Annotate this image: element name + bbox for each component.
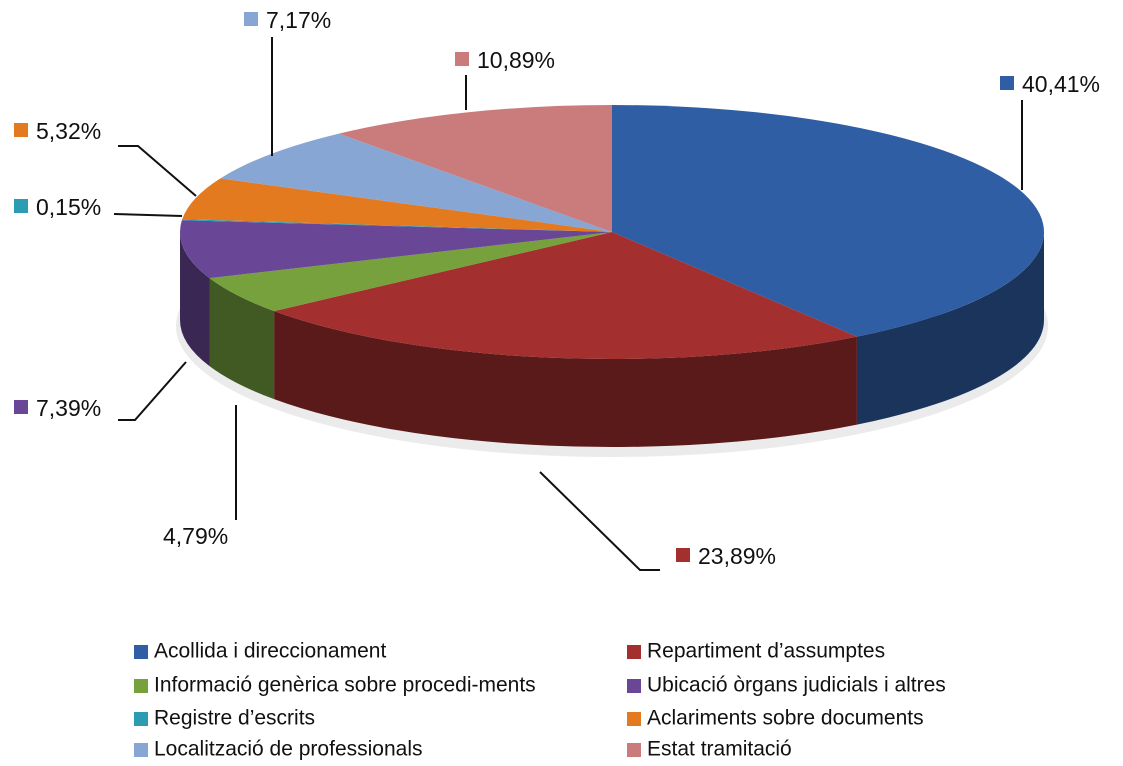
label-swatch — [14, 123, 28, 137]
label-swatch — [1000, 76, 1014, 90]
label-swatch — [676, 548, 690, 562]
legend-swatch — [627, 712, 641, 726]
slice — [274, 232, 857, 359]
slice — [220, 133, 613, 232]
data-label: 7,17% — [266, 7, 331, 33]
legend-label: Localització de professionals — [154, 738, 423, 761]
legend-label: Registre d’escrits — [154, 707, 315, 730]
data-label: 23,89% — [698, 543, 776, 569]
data-label: 0,15% — [36, 194, 101, 220]
slice — [181, 219, 612, 232]
slice — [182, 178, 612, 232]
slice — [180, 220, 612, 279]
slice-side — [180, 232, 210, 367]
legend-label: Informació genèrica sobre procedi-ments — [154, 674, 536, 697]
data-label: 40,41% — [1022, 71, 1100, 97]
slice — [209, 232, 612, 312]
legend-swatch — [627, 645, 641, 659]
slice — [338, 105, 612, 232]
legend-swatch — [627, 679, 641, 693]
legend-label: Acollida i direccionament — [154, 640, 386, 663]
legend-swatch — [134, 645, 148, 659]
label-swatch — [455, 52, 469, 66]
leader-line — [113, 213, 183, 217]
leader-line — [118, 361, 187, 421]
slice-side — [856, 232, 1044, 425]
data-label: 5,32% — [36, 118, 101, 144]
slice-side — [274, 311, 857, 447]
legend-swatch — [134, 679, 148, 693]
leader-line — [539, 471, 660, 571]
legend-label: Repartiment d’assumptes — [647, 640, 885, 663]
legend-label: Aclariments sobre documents — [647, 707, 924, 730]
label-swatch — [244, 12, 258, 26]
label-swatch — [14, 199, 28, 213]
slice-side — [209, 278, 275, 400]
slice — [612, 105, 1044, 337]
legend-swatch — [627, 743, 641, 757]
label-swatch — [14, 400, 28, 414]
data-label: 7,39% — [36, 395, 101, 421]
leader-line — [118, 145, 197, 197]
data-label: 4,79% — [163, 523, 228, 549]
legend-swatch — [134, 712, 148, 726]
data-label: 10,89% — [477, 47, 555, 73]
legend-swatch — [134, 743, 148, 757]
legend-label: Ubicació òrgans judicials i altres — [647, 674, 946, 697]
legend-label: Estat tramitació — [647, 738, 792, 761]
